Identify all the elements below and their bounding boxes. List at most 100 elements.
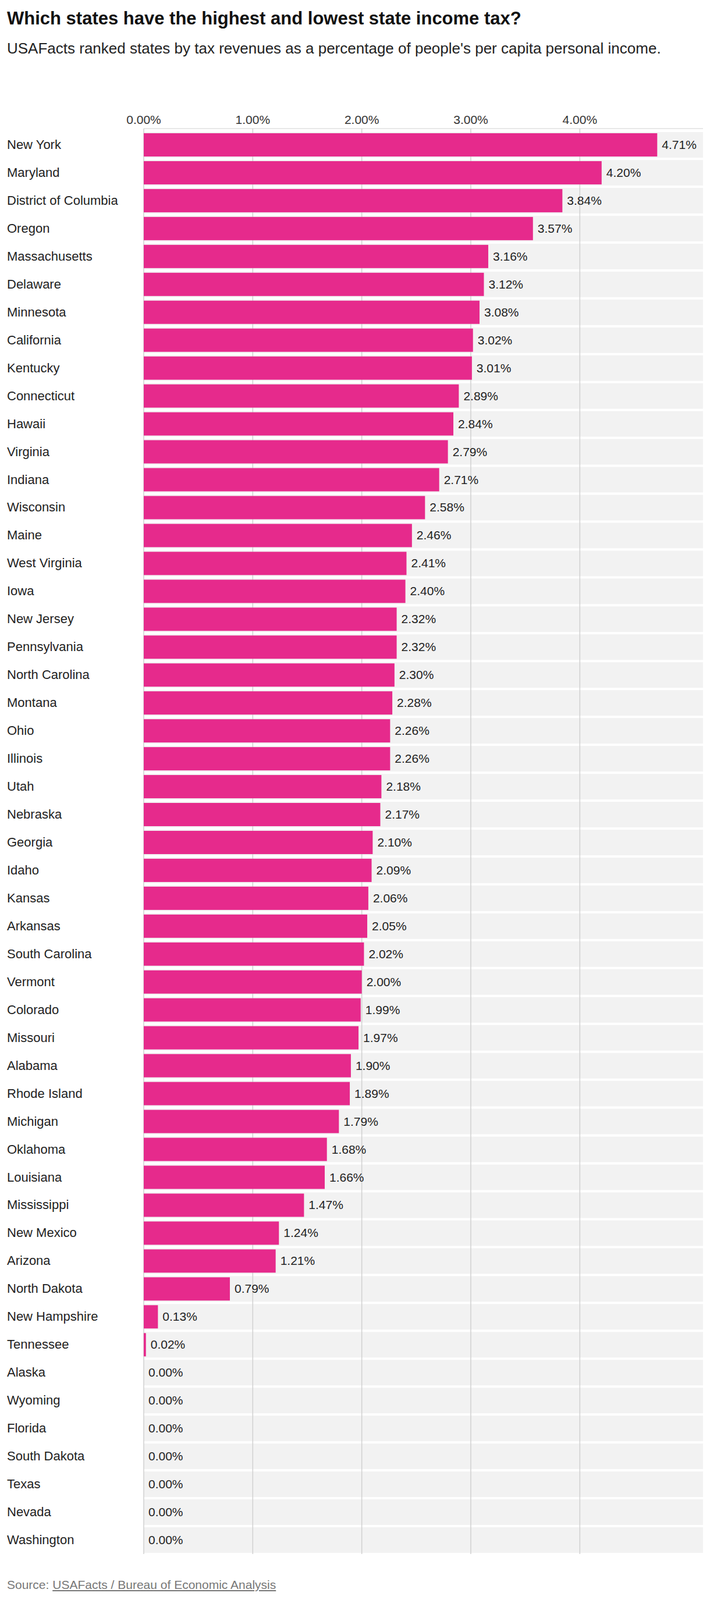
data-label: 4.20% [606,165,642,180]
source-label: Source: [6,1578,49,1592]
bar [143,189,563,213]
data-label: 0.79% [234,1282,270,1296]
bar [143,635,397,659]
row-background [143,1499,704,1526]
row-background [143,1276,704,1302]
bar [143,161,602,185]
bar [143,1249,276,1273]
data-label: 2.58% [429,500,465,514]
bar [143,217,534,241]
row-background [143,411,704,438]
bar [143,858,372,883]
data-label: 2.00% [366,975,402,989]
category-label: West Virginia [6,555,83,571]
category-label: Delaware [6,277,62,292]
data-label: 2.09% [376,863,412,878]
row-background [143,997,704,1024]
data-label: 1.68% [331,1142,367,1157]
bar [143,775,382,799]
category-label: Georgia [6,835,53,850]
category-label: New York [6,137,62,152]
row-background [143,1081,704,1107]
row-background [143,439,704,465]
row-background [143,1304,704,1330]
data-label: 2.18% [385,779,421,794]
bar [143,1472,145,1497]
data-label: 2.89% [463,389,499,403]
data-label: 1.79% [343,1115,379,1129]
row-backgrounds [143,132,704,1554]
bar [143,886,369,911]
data-label: 1.97% [363,1031,399,1045]
data-label: 2.26% [394,751,430,766]
category-label: Connecticut [6,388,75,404]
row-background [143,774,704,800]
data-label: 3.01% [476,361,512,375]
data-label: 1.99% [365,1003,401,1017]
bar [143,803,381,827]
bar [143,607,397,631]
category-label: North Carolina [6,667,91,683]
tick-label: 2.00% [344,112,380,127]
data-label: 2.28% [396,696,432,710]
category-label: Kansas [6,890,50,906]
category-label: California [6,332,62,348]
bar [143,245,489,269]
row-background [143,662,704,688]
data-label: 2.17% [385,807,421,822]
row-background [143,885,704,912]
data-label: 0.00% [148,1505,184,1519]
data-label: 3.02% [477,333,513,347]
row-background [143,1165,704,1191]
category-label: Arkansas [6,918,61,934]
category-label: Hawaii [6,416,46,432]
bar [143,1445,145,1469]
data-label: 2.05% [371,919,407,933]
bar [143,970,362,994]
bar [143,1221,279,1245]
category-label: Tennessee [6,1337,69,1352]
row-background [143,746,704,772]
bar [143,495,425,520]
row-background [143,1137,704,1163]
data-label: 3.12% [488,277,524,291]
category-label: New Hampshire [6,1309,99,1324]
data-label: 2.06% [373,891,408,905]
row-background [143,1471,704,1498]
category-label: Oregon [6,221,50,236]
row-background [143,383,704,410]
row-background [143,1415,704,1442]
data-label: 0.00% [148,1393,184,1408]
data-label: 1.66% [329,1170,365,1185]
category-label: Utah [6,779,34,794]
grid-line [579,128,581,1555]
bar [143,747,390,771]
row-background [143,857,704,884]
bar [143,133,658,157]
bar [143,468,440,492]
category-label: Alaska [6,1365,46,1380]
category-label: Montana [6,695,58,710]
category-label: District of Columbia [6,193,119,208]
bar [143,1054,351,1078]
category-label: Minnesota [6,304,67,320]
data-label: 0.13% [162,1310,198,1324]
row-background [143,1387,704,1414]
row-background [143,801,704,828]
row-background [143,969,704,996]
data-label: 2.79% [452,445,488,459]
category-label: Ohio [6,723,34,738]
category-label: Indiana [6,472,50,488]
category-label: Michigan [6,1114,59,1130]
data-label: 0.00% [148,1421,184,1436]
category-label: Iowa [6,583,35,599]
bar [143,1305,158,1329]
bar [143,1417,145,1441]
category-label: Colorado [6,1002,59,1018]
subtitle: USAFacts ranked states by tax revenues a… [6,38,700,59]
category-label: Alabama [6,1058,59,1074]
row-background [143,606,704,633]
source-link[interactable]: USAFacts / Bureau of Economic Analysis [52,1578,276,1592]
bar [143,719,390,743]
bar [143,412,454,436]
